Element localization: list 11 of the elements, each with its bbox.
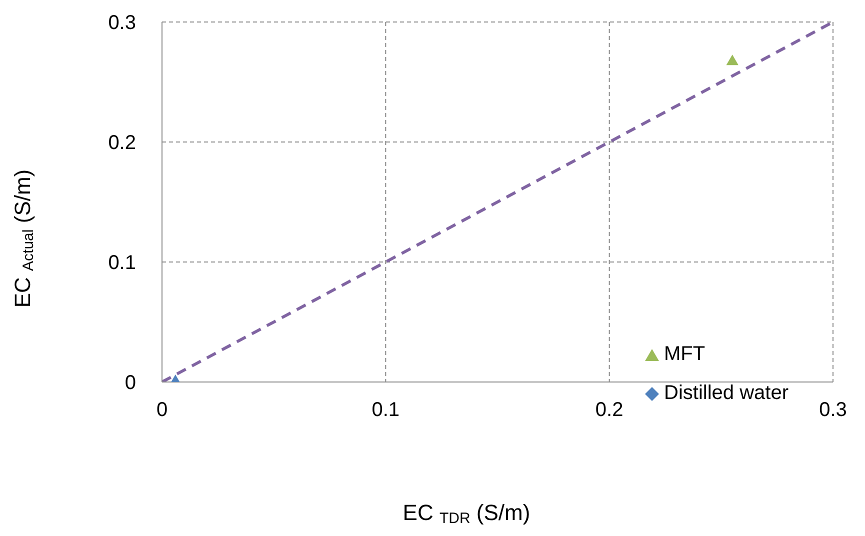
x-tick-label: 0.1 bbox=[372, 399, 400, 422]
y-tick-label: 0.1 bbox=[108, 252, 136, 274]
y-tick-label: 0 bbox=[124, 372, 136, 394]
x-tick-label: 0 bbox=[156, 399, 168, 422]
legend-label: Distilled water bbox=[664, 382, 788, 405]
x-tick-label: 0.3 bbox=[819, 399, 847, 422]
x-axis-title: EC $_{TDR}$ (S/m) bbox=[402, 500, 530, 527]
y-tick-label: 0.2 bbox=[108, 132, 136, 154]
y-tick-label: 0.3 bbox=[108, 12, 136, 34]
x-tick-label: 0.2 bbox=[595, 399, 624, 422]
legend-label: MFT bbox=[664, 343, 706, 366]
